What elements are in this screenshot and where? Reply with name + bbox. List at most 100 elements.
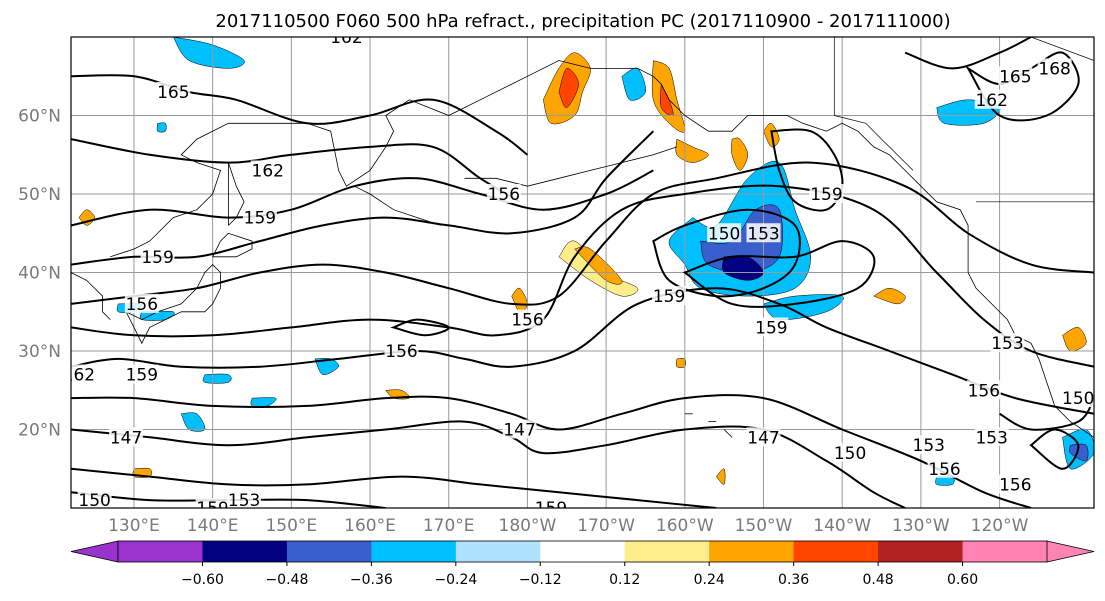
coastline [723,429,733,438]
contour-label-text: 162 [975,91,1007,111]
contour-label: 159 [809,184,844,205]
longitude-tick-label: 140°W [813,516,871,536]
contour-label: 165 [156,81,191,103]
contour-label-text: 159 [810,185,842,205]
colorbar: −0.60 −0.48 −0.36 −0.24 −0.12 0.12 0.24 0.36 0.4… [70,540,1095,588]
contour-label: 153 [990,333,1025,354]
refractivity-contour [71,74,529,156]
colorbar-tick-label: 0.12 [609,572,640,588]
colorbar-tick-label: −0.12 [519,572,562,588]
coastline [464,146,678,187]
political-border [834,115,914,171]
contour-label-text: 156 [928,460,960,480]
latitude-tick-label: 60°N [18,107,61,127]
contour-label: 159 [242,207,277,229]
shaded-region [314,358,340,375]
contour-label: 147 [502,419,537,441]
colorbar-tick-label: −0.36 [350,572,393,588]
coastline [110,60,1094,438]
latitude-tick-label: 30°N [18,342,61,362]
colorbar-segment [286,541,372,562]
longitude-tick-label: 120°W [971,516,1029,536]
colorbar-tick-label: −0.24 [434,572,477,588]
colorbar-segment [793,541,879,562]
contour-label: 162 [63,364,96,386]
latitude-tick-label: 20°N [18,421,61,441]
colorbar-under-arrow [70,540,119,563]
contour-label-text: 165 [157,83,189,103]
refractivity-contour [999,397,1094,431]
refractivity-contour [71,420,906,508]
contour-label: 156 [124,293,159,315]
colorbar-segment [709,541,795,562]
refractivity-contour [904,37,1032,70]
contour-label-text: 150 [1062,389,1094,409]
contour-label-text: 156 [511,311,543,331]
contour-label-text: 162 [252,161,284,181]
longitude-tick-label: 130°E [108,516,160,536]
contour-label-text: 153 [228,491,260,511]
contour-label-text: 162 [330,28,362,48]
contour-label: 156 [510,309,545,331]
contour-label: 159 [534,498,569,519]
colorbar-segment [371,541,457,562]
contour-label-text: 147 [747,428,779,448]
colorbar-tick-label: −0.48 [265,572,308,588]
contour-label: 156 [927,458,962,480]
contour-label: 150 [833,443,868,464]
contour-label: 153 [974,427,1009,448]
refractivity-contour [71,169,654,227]
longitude-tick-label: 150°E [265,516,317,536]
contour-label-text: 159 [141,248,173,268]
contour-label-text: 156 [968,381,1000,401]
contour-label: 165 [998,66,1033,87]
contour-label: 159 [754,317,789,338]
refractivity-contour [71,184,1094,368]
contour-label-text: 153 [975,428,1007,448]
refractivity-contour [71,287,1094,415]
refractivity-contour [71,138,521,203]
contour-label: 153 [746,223,781,244]
contour-label-text: 168 [1038,59,1070,79]
contour-label-text: 165 [999,67,1031,87]
refractivity-contour [71,161,1094,306]
contour-label-text: 156 [126,295,158,315]
contour-label: 162 [974,89,1009,111]
contour-label-text: 147 [503,421,535,441]
contour-label-text: 153 [747,224,779,244]
contour-label-text: 162 [63,366,95,386]
contour-label: 147 [746,427,781,448]
coastlines [71,37,1094,438]
contour-label-text: 159 [244,209,276,229]
contour-label-text: 159 [196,499,228,519]
political-border [952,37,1094,61]
contour-label-text: 159 [755,318,787,338]
longitude-tick-label: 160°E [344,516,396,536]
contour-label-text: 159 [126,366,158,386]
refractivity-contour [682,240,876,308]
contour-label: 156 [998,474,1033,495]
colorbar-tick-label: 0.60 [947,572,978,588]
refractivity-contour [71,467,717,508]
contour-label: 150 [707,223,742,244]
shaded-region [873,287,906,305]
shaded-region [731,137,749,171]
contour-label-text: 147 [110,428,142,448]
longitude-tick-label: 170°W [577,516,635,536]
latitude-tick-label: 40°N [18,264,61,284]
contour-label: 168 [1037,58,1072,79]
latitude-tick-labels: 60°N 50°N 40°N 30°N 20°N [18,107,61,441]
longitude-tick-label: 130°W [892,516,950,536]
shaded-region [1062,327,1087,352]
colorbar-over-arrow [1046,540,1095,563]
coastline [71,272,111,320]
contour-label: 159 [652,286,687,307]
colorbar-tick-label: −0.60 [181,572,224,588]
contour-label-text: 159 [535,499,567,519]
contour-label: 156 [966,380,1001,401]
contour-label-text: 159 [653,287,685,307]
contour-label: 162 [250,160,285,181]
shaded-region [172,37,245,69]
